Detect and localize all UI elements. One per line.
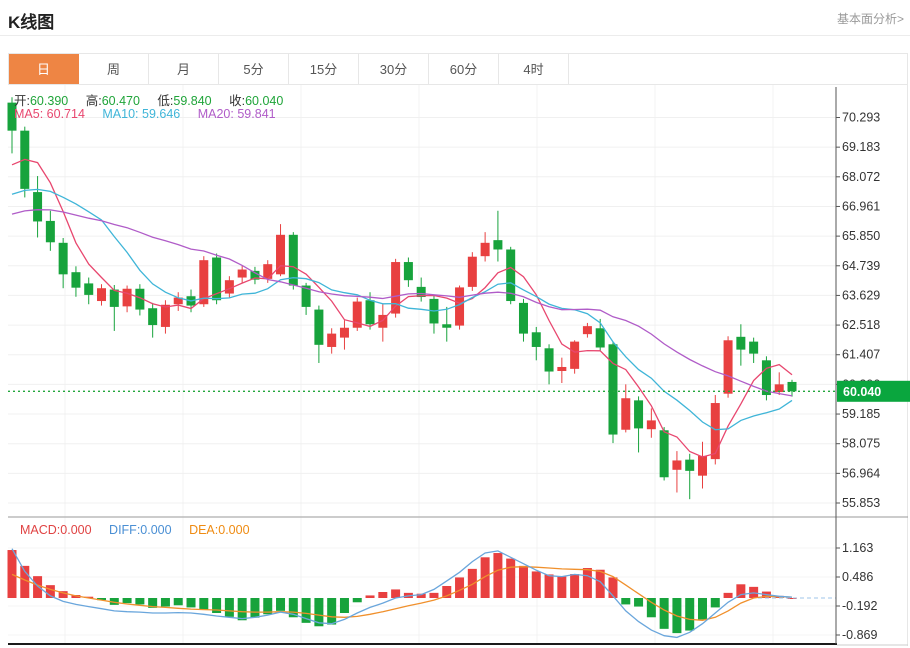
high-value: 60.470	[101, 94, 140, 108]
tab-15min[interactable]: 15分	[289, 54, 359, 85]
svg-text:55.853: 55.853	[842, 496, 880, 510]
tab-week[interactable]: 周	[79, 54, 149, 85]
open-value: 60.390	[29, 94, 69, 108]
svg-text:-0.869: -0.869	[842, 628, 877, 642]
last-price-badge	[837, 380, 910, 402]
close-label: 收:	[229, 94, 246, 108]
svg-text:0.486: 0.486	[842, 570, 873, 584]
svg-text:-0.192: -0.192	[842, 599, 877, 613]
ma-readout: MA5: 60.714 MA10: 59.646 MA20: 59.841	[14, 107, 276, 121]
svg-text:59.185: 59.185	[842, 407, 880, 421]
tab-5min[interactable]: 5分	[219, 54, 289, 85]
svg-text:1.163: 1.163	[842, 541, 873, 555]
diff-label: DIFF:	[109, 523, 141, 537]
svg-text:61.407: 61.407	[842, 348, 880, 362]
ma5-value: 60.714	[46, 107, 85, 121]
svg-text:63.629: 63.629	[842, 288, 880, 302]
svg-text:60.040: 60.040	[843, 385, 881, 399]
ma10-label: MA10:	[102, 107, 139, 121]
svg-text:69.183: 69.183	[842, 140, 880, 154]
tab-month[interactable]: 月	[149, 54, 219, 85]
ma5-label: MA5:	[14, 107, 44, 121]
svg-text:64.739: 64.739	[842, 259, 880, 273]
close-value: 60.040	[245, 94, 284, 108]
fundamental-analysis-link[interactable]: 基本面分析>	[836, 12, 904, 26]
tab-4hour[interactable]: 4时	[499, 54, 569, 85]
svg-text:62.518: 62.518	[842, 318, 880, 332]
macd-value: 0.000	[60, 523, 92, 537]
ma20-label: MA20:	[197, 107, 234, 121]
low-value: 59.840	[173, 94, 212, 108]
tab-day[interactable]: 日	[9, 54, 79, 85]
svg-text:65.850: 65.850	[842, 229, 880, 243]
diff-value: 0.000	[140, 523, 172, 537]
open-label: 开:	[14, 94, 30, 108]
macd-label: MACD:	[20, 523, 61, 537]
tabbar-bottom-border	[8, 84, 908, 85]
dea-value: 0.000	[218, 523, 250, 537]
ma10-value: 59.646	[142, 107, 181, 121]
page-title: K线图	[8, 13, 55, 32]
high-label: 高:	[85, 94, 102, 108]
svg-text:58.075: 58.075	[842, 437, 880, 451]
title-divider	[0, 35, 910, 36]
svg-text:66.961: 66.961	[842, 199, 880, 213]
svg-text:70.293: 70.293	[842, 111, 880, 125]
tab-60min[interactable]: 60分	[429, 54, 499, 85]
tab-30min[interactable]: 30分	[359, 54, 429, 85]
ma20-value: 59.841	[237, 107, 276, 121]
macd-readout: MACD:0.000 DIFF:0.000 DEA:0.000	[20, 523, 250, 537]
low-label: 低:	[157, 94, 174, 108]
svg-text:68.072: 68.072	[842, 170, 880, 184]
dea-label: DEA:	[189, 523, 219, 537]
svg-text:56.964: 56.964	[842, 466, 880, 480]
ohlc-readout: 开:60.390 高:60.470 低:59.840 收:60.040	[14, 90, 283, 109]
widget-right-border	[907, 53, 908, 646]
period-tabs: 日周月 5分 15分 30分 60分 4时	[8, 53, 569, 85]
